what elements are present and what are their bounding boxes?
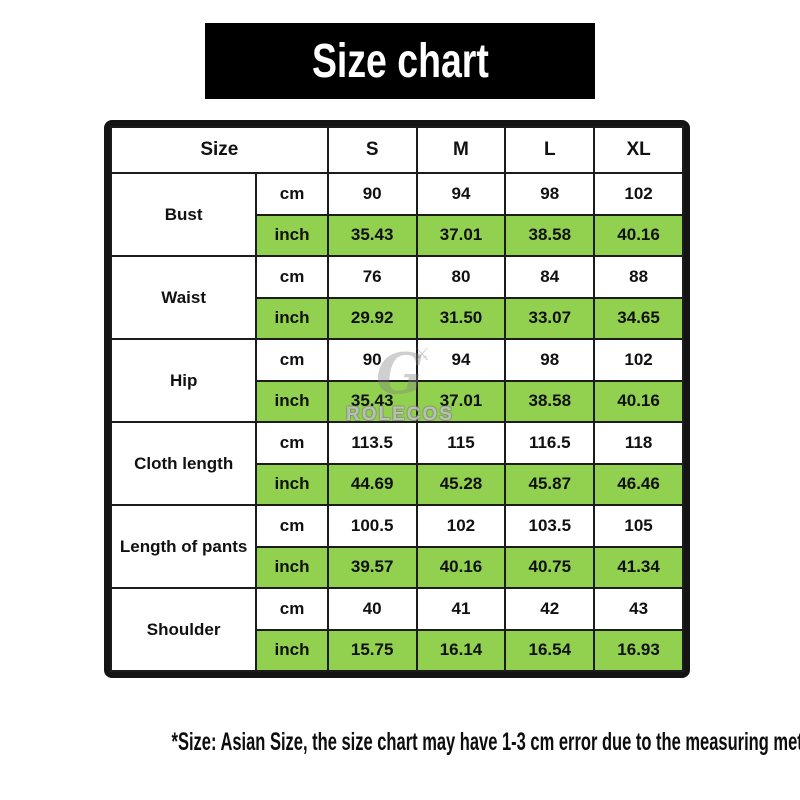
value-cell: 40 (326, 587, 418, 631)
table-row: inch 29.92 31.50 33.07 34.65 (111, 296, 684, 340)
table-row: inch 39.57 40.16 40.75 41.34 (111, 545, 684, 589)
unit-cell: cm (255, 338, 329, 382)
size-disclaimer-text: *Size: Asian Size, the size chart may ha… (171, 728, 800, 756)
page-title: Size chart (311, 34, 489, 88)
size-chart-table-container: Size S M L XL Bust cm 90 94 98 102 inch … (104, 120, 690, 678)
value-cell: 98 (504, 338, 596, 382)
unit-cell: cm (255, 587, 329, 631)
value-cell: 103.5 (504, 504, 596, 548)
value-cell: 31.50 (415, 296, 507, 340)
value-cell: 115 (415, 421, 507, 465)
unit-cell: cm (255, 504, 329, 548)
value-cell: 94 (415, 172, 507, 216)
unit-cell: inch (255, 545, 329, 589)
table-header-row: Size S M L XL (110, 126, 684, 174)
header-size-m: M (415, 126, 507, 174)
header-size-xl: XL (593, 126, 684, 174)
measurement-label-cloth-length: Cloth length (110, 421, 258, 506)
table-row: Cloth length cm 113.5 115 116.5 118 (110, 421, 684, 506)
value-cell: 116.5 (504, 421, 596, 465)
size-chart-table: Size S M L XL Bust cm 90 94 98 102 inch … (110, 126, 684, 672)
value-cell: 16.14 (415, 628, 507, 672)
value-cell: 80 (415, 255, 507, 299)
unit-cell: inch (255, 296, 329, 340)
value-cell: 43 (593, 587, 684, 631)
unit-cell: inch (255, 213, 329, 257)
value-cell: 102 (593, 338, 684, 382)
table-row: inch 35.43 37.01 38.58 40.16 (111, 379, 684, 423)
value-cell: 33.07 (504, 296, 596, 340)
value-cell: 88 (593, 255, 684, 299)
value-cell: 15.75 (326, 628, 418, 672)
unit-cell: inch (255, 462, 329, 506)
table-row: inch 15.75 16.14 16.54 16.93 (111, 628, 684, 672)
unit-cell: inch (255, 379, 329, 423)
table-row: Bust cm 90 94 98 102 (110, 172, 684, 257)
value-cell: 45.28 (415, 462, 507, 506)
value-cell: 105 (593, 504, 684, 548)
table-row: Length of pants cm 100.5 102 103.5 105 (110, 504, 684, 589)
value-cell: 118 (593, 421, 684, 465)
table-row: Hip cm 90 94 98 102 (110, 338, 684, 423)
value-cell: 40.16 (593, 213, 684, 257)
value-cell: 38.58 (504, 213, 596, 257)
table-row: inch 44.69 45.28 45.87 46.46 (111, 462, 684, 506)
value-cell: 76 (326, 255, 418, 299)
header-size-l: L (504, 126, 596, 174)
value-cell: 38.58 (504, 379, 596, 423)
value-cell: 84 (504, 255, 596, 299)
size-disclaimer: *Size: Asian Size, the size chart may ha… (0, 728, 800, 757)
table-row: Waist cm 76 80 84 88 (110, 255, 684, 340)
measurement-label-waist: Waist (110, 255, 258, 340)
value-cell: 94 (415, 338, 507, 382)
value-cell: 41 (415, 587, 507, 631)
size-chart-title-banner: Size chart (205, 23, 595, 99)
value-cell: 46.46 (593, 462, 684, 506)
value-cell: 40.16 (593, 379, 684, 423)
value-cell: 16.93 (593, 628, 684, 672)
table-row: inch 35.43 37.01 38.58 40.16 (111, 213, 684, 257)
value-cell: 42 (504, 587, 596, 631)
value-cell: 41.34 (593, 545, 684, 589)
value-cell: 39.57 (326, 545, 418, 589)
value-cell: 113.5 (326, 421, 418, 465)
value-cell: 102 (415, 504, 507, 548)
header-size-s: S (326, 126, 418, 174)
value-cell: 35.43 (326, 213, 418, 257)
table-row: Shoulder cm 40 41 42 43 (110, 587, 684, 672)
unit-cell: cm (255, 172, 329, 216)
value-cell: 37.01 (415, 213, 507, 257)
value-cell: 40.16 (415, 545, 507, 589)
value-cell: 45.87 (504, 462, 596, 506)
value-cell: 29.92 (326, 296, 418, 340)
value-cell: 16.54 (504, 628, 596, 672)
value-cell: 44.69 (326, 462, 418, 506)
value-cell: 90 (326, 338, 418, 382)
value-cell: 98 (504, 172, 596, 216)
unit-cell: cm (255, 255, 329, 299)
unit-cell: inch (255, 628, 329, 672)
measurement-label-length-of-pants: Length of pants (110, 504, 258, 589)
measurement-label-bust: Bust (110, 172, 258, 257)
value-cell: 100.5 (326, 504, 418, 548)
measurement-label-hip: Hip (110, 338, 258, 423)
value-cell: 102 (593, 172, 684, 216)
value-cell: 37.01 (415, 379, 507, 423)
value-cell: 34.65 (593, 296, 684, 340)
value-cell: 40.75 (504, 545, 596, 589)
header-size-label: Size (110, 126, 329, 174)
value-cell: 90 (326, 172, 418, 216)
value-cell: 35.43 (326, 379, 418, 423)
measurement-label-shoulder: Shoulder (110, 587, 258, 672)
unit-cell: cm (255, 421, 329, 465)
